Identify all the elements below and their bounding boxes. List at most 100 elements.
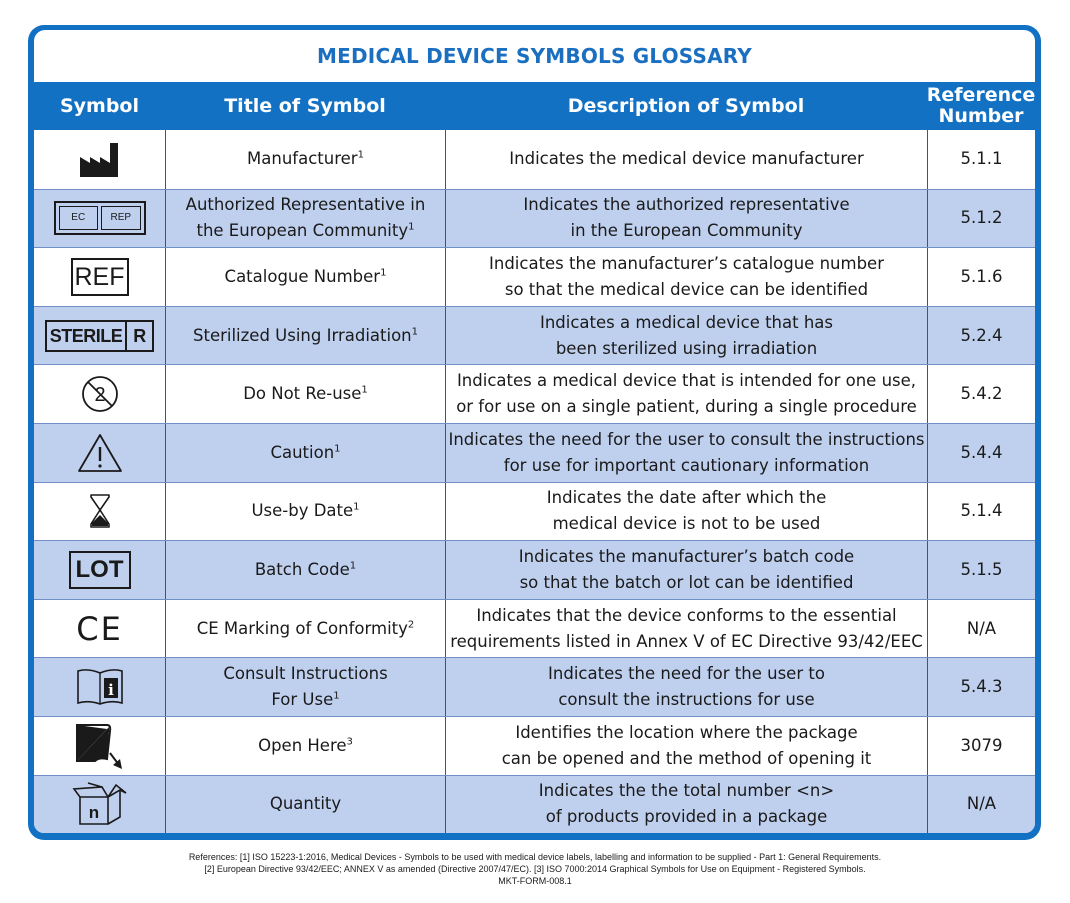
title-cell: Sterilized Using Irradiation1 [165, 306, 445, 365]
description-cell: Indicates that the device conforms to th… [445, 599, 927, 658]
reference-cell: 5.4.3 [927, 658, 1035, 716]
description-cell: Indicates the need for the user to consu… [445, 423, 927, 482]
title-cell: Catalogue Number1 [165, 248, 445, 306]
title-bar: MEDICAL DEVICE SYMBOLS GLOSSARY [34, 30, 1035, 82]
title-cell: Open Here3 [165, 716, 445, 775]
symbol-cell: LOT [34, 541, 165, 599]
title-cell: Manufacturer1 [165, 130, 445, 189]
reference-line: [2] European Directive 93/42/EEC; ANNEX … [204, 864, 866, 874]
table-row: n Quantity Indicates the the total numbe… [34, 774, 1035, 833]
sterile-r-icon: STERILE R [44, 319, 155, 352]
table-body: Manufacturer1 Indicates the medical devi… [34, 130, 1035, 833]
factory-icon [79, 143, 118, 178]
symbol-title: CE Marking of Conformity2 [196, 618, 415, 638]
symbol-title: Batch Code1 [254, 559, 357, 579]
symbol-title: Do Not Re-use1 [243, 384, 368, 404]
symbol-cell: n [34, 776, 165, 833]
symbol-cell [34, 717, 165, 775]
reference-cell: N/A [927, 775, 1035, 833]
table-row: 2 Do Not Re-use1 Indicates a medical dev… [34, 364, 1035, 423]
ref-icon: REF [70, 257, 129, 296]
title-cell: Do Not Re-use1 [165, 365, 445, 423]
symbol-title: Sterilized Using Irradiation1 [193, 325, 418, 345]
title-cell: Quantity [165, 775, 445, 833]
title-cell: Caution1 [165, 423, 445, 482]
svg-text:2: 2 [94, 384, 105, 406]
header-reference: Reference Number [926, 84, 1036, 127]
hourglass-icon [89, 494, 110, 529]
description-cell: Indicates the medical device manufacture… [445, 130, 927, 189]
quantity-box-icon: n [71, 782, 126, 826]
reference-cell: 5.4.2 [927, 365, 1035, 423]
form-number: MKT-FORM-008.1 [498, 876, 572, 886]
symbol-cell: CE [34, 600, 165, 658]
symbol-title: Manufacturer1 [247, 149, 364, 169]
description-cell: Identifies the location where the packag… [445, 716, 927, 775]
do-not-reuse-icon: 2 [81, 376, 118, 413]
reference-cell: 5.1.5 [927, 541, 1035, 599]
page-title: MEDICAL DEVICE SYMBOLS GLOSSARY [317, 44, 752, 68]
symbol-cell: REF [34, 248, 165, 306]
reference-line: References: [1] ISO 15223-1:2016, Medica… [188, 852, 882, 862]
reference-cell: N/A [927, 599, 1035, 658]
description-cell: Indicates a medical device that has been… [445, 306, 927, 365]
header-title: Title of Symbol [224, 95, 386, 117]
consult-instructions-icon: i [76, 669, 123, 705]
symbol-title: Catalogue Number1 [224, 266, 387, 286]
title-cell: Authorized Representative in the Europea… [165, 189, 445, 248]
title-cell: Batch Code1 [165, 541, 445, 599]
reference-cell: 5.2.4 [927, 306, 1035, 365]
svg-text:n: n [88, 803, 98, 822]
symbol-title: Consult Instructions For Use1 [223, 664, 388, 710]
symbol-title: Quantity [269, 794, 342, 814]
title-cell: Consult Instructions For Use1 [165, 658, 445, 716]
table-row: REF Catalogue Number1 Indicates the manu… [34, 247, 1035, 306]
description-cell: Indicates the authorized representative … [445, 189, 927, 248]
table-row: EC REP Authorized Representative in the … [34, 188, 1035, 248]
title-cell: CE Marking of Conformity2 [165, 599, 445, 658]
description-cell: Indicates the manufacturer’s batch code … [445, 541, 927, 599]
header-symbol: Symbol [59, 95, 140, 117]
reference-cell: 5.1.4 [927, 482, 1035, 541]
glossary-frame: MEDICAL DEVICE SYMBOLS GLOSSARY Symbol T… [28, 25, 1041, 840]
description-cell: Indicates the date after which the medic… [445, 482, 927, 541]
header-description: Description of Symbol [567, 95, 805, 117]
reference-cell: 5.1.2 [927, 189, 1035, 248]
table-row: Use-by Date1 Indicates the date after wh… [34, 481, 1035, 541]
symbol-cell: STERILE R [34, 307, 165, 365]
ce-mark-icon: CE [76, 609, 123, 648]
title-cell: Use-by Date1 [165, 482, 445, 541]
svg-text:i: i [108, 681, 114, 699]
symbol-cell: i [34, 658, 165, 716]
caution-icon [77, 433, 122, 472]
table-row: Caution1 Indicates the need for the user… [34, 422, 1035, 482]
description-cell: Indicates the manufacturer’s catalogue n… [445, 248, 927, 306]
ec-rep-icon: EC REP [53, 201, 146, 236]
symbol-cell: 2 [34, 365, 165, 423]
symbol-title: Use-by Date1 [251, 501, 360, 521]
symbol-cell [34, 483, 165, 541]
reference-cell: 5.1.6 [927, 248, 1035, 306]
reference-cell: 3079 [927, 716, 1035, 775]
table-header: Symbol Title of Symbol Description of Sy… [34, 82, 1035, 130]
table-row: Open Here3 Identifies the location where… [34, 715, 1035, 775]
description-cell: Indicates a medical device that is inten… [445, 365, 927, 423]
symbol-title: Open Here3 [258, 735, 353, 755]
table-row: i Consult Instructions For Use1 Indicate… [34, 657, 1035, 716]
lot-icon: LOT [68, 550, 131, 589]
table-row: LOT Batch Code1 Indicates the manufactur… [34, 540, 1035, 599]
table-row: STERILE R Sterilized Using Irradiation1 … [34, 305, 1035, 365]
open-here-icon [75, 723, 122, 769]
symbol-title: Authorized Representative in the Europea… [185, 195, 426, 241]
symbol-cell [34, 130, 165, 189]
reference-cell: 5.1.1 [927, 130, 1035, 189]
references-footer: References: [1] ISO 15223-1:2016, Medica… [0, 851, 1070, 887]
description-cell: Indicates the the total number <n> of pr… [445, 775, 927, 833]
symbol-cell [34, 424, 165, 482]
reference-cell: 5.4.4 [927, 423, 1035, 482]
table-row: Manufacturer1 Indicates the medical devi… [34, 130, 1035, 189]
symbol-title: Caution1 [270, 442, 341, 462]
table-row: CE CE Marking of Conformity2 Indicates t… [34, 598, 1035, 658]
description-cell: Indicates the need for the user to consu… [445, 658, 927, 716]
symbol-cell: EC REP [34, 190, 165, 248]
